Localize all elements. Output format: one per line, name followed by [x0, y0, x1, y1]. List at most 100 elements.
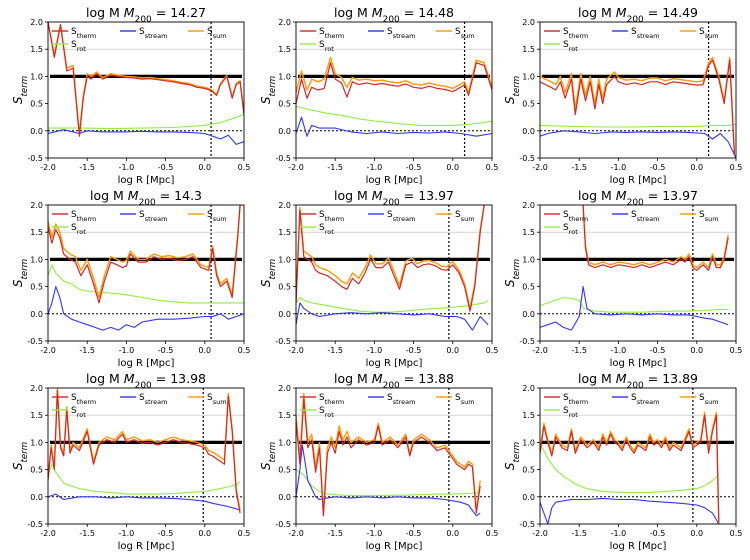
series-group: [540, 411, 720, 524]
x-axis-label: log R [Mpc]: [610, 358, 667, 369]
x-tick-label: 0.5: [486, 529, 499, 538]
series-rot-line: [296, 105, 492, 126]
y-tick-label: 0.0: [522, 127, 535, 136]
panel-2: log M M200 = 14.48 -2.0 -1.5 -1.0 -0.5 0.0 0.5…: [259, 5, 498, 186]
series-group: [296, 56, 492, 137]
legend-label-stream: Sstream: [139, 393, 167, 406]
y-tick-label: 1.0: [30, 438, 43, 447]
x-axis-label: log R [Mpc]: [118, 541, 175, 552]
y-tick-label: 0.5: [30, 100, 43, 109]
axes-frame: [47, 387, 245, 525]
legend: Stherm Sstream Ssum Srot: [544, 393, 719, 419]
series-stream-line: [540, 130, 736, 158]
x-tick-label: 0.0: [198, 346, 211, 355]
legend-label-therm: Stherm: [319, 393, 344, 406]
panel-8: log M M200 = 13.88 -2.0 -1.5 -1.0 -0.5 0.0 0.5…: [259, 371, 498, 552]
x-tick-label: -1.0: [367, 529, 383, 538]
legend-label-sum: Ssum: [699, 27, 719, 40]
x-tick-label: -0.5: [406, 346, 422, 355]
x-tick-label: -2.0: [288, 346, 304, 355]
legend-label-therm: Stherm: [71, 210, 96, 223]
series-rot-line: [48, 463, 241, 495]
y-tick-label: 1.5: [522, 411, 535, 420]
series-sum-line: [296, 205, 485, 310]
x-tick-label: -1.0: [119, 346, 135, 355]
y-axis-label: Sterm: [259, 76, 278, 104]
y-tick-label: 0.5: [30, 466, 43, 475]
x-tick-label: -1.5: [79, 346, 95, 355]
x-tick-label: 0.5: [486, 163, 499, 172]
y-axis-label: Sterm: [259, 259, 278, 287]
legend-label-rot: Srot: [71, 223, 86, 236]
x-tick-label: -2.0: [288, 529, 304, 538]
y-tick-label: 2.0: [278, 384, 291, 393]
x-tick-label: -1.0: [119, 163, 135, 172]
series-stream-line: [540, 286, 729, 331]
y-tick-label: 2.0: [278, 201, 291, 210]
series-therm-line: [296, 398, 481, 517]
plot-area: [296, 22, 492, 158]
x-tick-label: -1.5: [327, 346, 343, 355]
x-tick-label: -1.0: [367, 163, 383, 172]
y-axis-label: Sterm: [11, 76, 30, 104]
series-therm-line: [48, 205, 241, 304]
legend: Stherm Sstream Ssum Srot: [300, 27, 475, 53]
x-tick-label: -1.5: [327, 529, 343, 538]
y-tick-label: -0.5: [27, 154, 43, 163]
y-tick-label: 1.0: [30, 255, 43, 264]
y-tick-label: 0.0: [30, 127, 43, 136]
series-sum-line: [582, 205, 729, 269]
x-tick-label: 0.5: [238, 529, 251, 538]
legend-label-stream: Sstream: [139, 27, 167, 40]
legend-label-rot: Srot: [319, 223, 334, 236]
x-tick-label: -1.0: [367, 346, 383, 355]
y-axis-label: Sterm: [259, 442, 278, 470]
series-stream-line: [540, 497, 720, 524]
y-tick-label: 1.0: [278, 255, 291, 264]
panel-7: log M M200 = 13.98 -2.0 -1.5 -1.0 -0.5 0.0 0.5…: [11, 371, 250, 552]
x-tick-label: -1.0: [611, 346, 627, 355]
plot-area: [48, 22, 244, 158]
plot-area: [48, 205, 244, 341]
series-rot-line: [540, 444, 720, 493]
y-tick-label: 0.0: [30, 310, 43, 319]
y-tick-label: 0.5: [278, 466, 291, 475]
y-tick-label: 0.5: [278, 100, 291, 109]
legend-label-stream: Sstream: [387, 393, 415, 406]
y-tick-label: 2.0: [30, 18, 43, 27]
series-stream-line: [296, 116, 492, 137]
y-axis-label: Sterm: [503, 76, 522, 104]
y-tick-label: 0.0: [278, 127, 291, 136]
y-tick-label: 1.5: [522, 228, 535, 237]
y-tick-label: 1.0: [278, 438, 291, 447]
y-axis-label: Sterm: [503, 442, 522, 470]
legend-label-rot: Srot: [319, 40, 334, 53]
legend-label-sum: Ssum: [455, 210, 475, 223]
x-axis-label: log R [Mpc]: [118, 358, 175, 369]
legend-label-rot: Srot: [71, 406, 86, 419]
series-sum-line: [296, 392, 481, 514]
x-tick-label: -2.0: [288, 163, 304, 172]
panel-title: log M M200 = 14.27: [86, 5, 206, 25]
series-group: [540, 205, 729, 331]
panel-6: log M M200 = 13.97 -2.0 -1.5 -1.0 -0.5 0.0 0.5…: [503, 188, 742, 369]
legend-label-rot: Srot: [319, 406, 334, 419]
axes-frame: [539, 387, 737, 525]
panel-1: log M M200 = 14.27 -2.0 -1.5 -1.0 -0.5 0.0 0.5…: [11, 5, 250, 186]
x-tick-label: 0.0: [690, 346, 703, 355]
y-tick-label: 1.0: [30, 72, 43, 81]
series-stream-line: [296, 302, 489, 331]
legend-label-sum: Ssum: [699, 210, 719, 223]
series-rot-line: [540, 296, 729, 313]
x-tick-label: -0.5: [650, 163, 666, 172]
x-tick-label: -1.5: [327, 163, 343, 172]
y-tick-label: -0.5: [519, 337, 535, 346]
panel-4: log M M200 = 14.3 -2.0 -1.5 -1.0 -0.5 0.0 0.5 -…: [11, 188, 250, 369]
series-therm-line: [48, 390, 241, 514]
y-tick-label: -0.5: [275, 154, 291, 163]
x-tick-label: -1.5: [571, 346, 587, 355]
x-tick-label: 0.0: [198, 529, 211, 538]
series-group: [296, 205, 489, 331]
x-tick-label: -1.0: [611, 529, 627, 538]
series-group: [48, 205, 244, 331]
